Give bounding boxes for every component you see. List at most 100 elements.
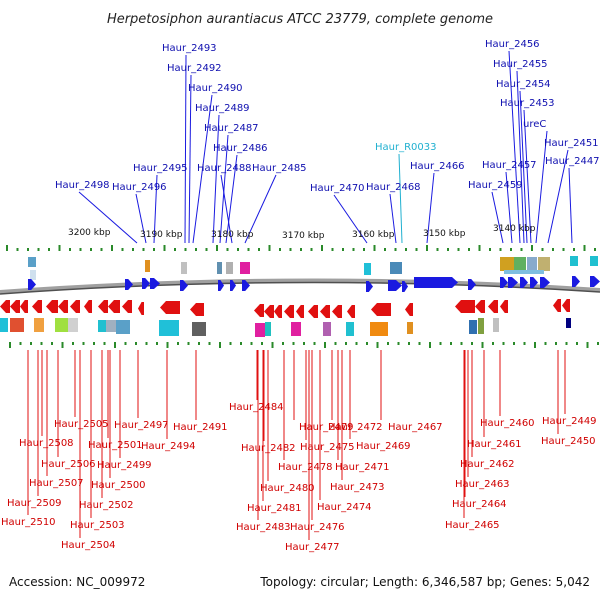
top-gene-label: Haur_2496 [112, 182, 167, 193]
bottom-gene-label: Haur_2499 [97, 460, 152, 471]
scale-tick-bottom [544, 342, 547, 345]
top-leader-line [225, 154, 238, 244]
feature-block-reverse [68, 318, 78, 332]
forward-gene-arrow [150, 278, 160, 289]
reverse-gene-arrow [347, 305, 355, 318]
scale-tick-bottom [261, 342, 263, 345]
scale-tick-top [48, 248, 50, 251]
scale-tick-bottom [135, 342, 137, 345]
scale-tick-top [205, 248, 208, 251]
forward-gene-arrow [590, 276, 600, 287]
top-gene-label: Haur_2447 [545, 156, 600, 167]
feature-block-reverse [159, 320, 179, 336]
bottom-gene-label: Haur_2471 [335, 462, 390, 473]
feature-block-reverse [10, 318, 24, 332]
feature-block-reverse [98, 320, 106, 332]
scale-tick-bottom [418, 342, 421, 345]
scale-tick-top [510, 248, 512, 251]
scale-tick-bottom [51, 342, 53, 345]
feature-block-reverse [0, 318, 8, 332]
top-gene-label: Haur_2459 [468, 180, 523, 191]
top-gene-label: Haur_2487 [204, 123, 259, 134]
bottom-gene-label: Haur_2482 [241, 443, 296, 454]
scale-tick-top [394, 248, 397, 251]
scale-tick-bottom [9, 342, 11, 348]
reverse-gene-arrow [0, 300, 10, 313]
feature-block-reverse [478, 318, 484, 334]
bottom-gene-label: Haur_2460 [480, 418, 535, 429]
scale-tick-top [447, 248, 449, 251]
top-gene-label: Haur_2457 [482, 160, 537, 171]
forward-gene-arrow [414, 277, 458, 288]
top-leader-line [219, 134, 229, 244]
reverse-gene-arrow [332, 305, 342, 318]
top-leader-line [135, 193, 147, 244]
bottom-gene-label: Haur_2484 [229, 402, 284, 413]
top-gene-label: Haur_2453 [500, 98, 555, 109]
scale-tick-top [6, 245, 8, 251]
bottom-gene-label: Haur_2479 [299, 422, 354, 433]
top-gene-label: Haur_2488 [197, 163, 252, 174]
reverse-gene-arrow [32, 300, 42, 313]
feature-block-forward [538, 257, 550, 271]
scale-tick-bottom [30, 342, 32, 345]
reverse-gene-arrow [371, 303, 391, 316]
scale-tick-top [468, 248, 470, 251]
bottom-gene-label: Haur_2508 [19, 438, 74, 449]
top-leader-line [333, 194, 368, 244]
top-gene-label: Haur_2466 [410, 161, 465, 172]
scale-tick-top [27, 248, 29, 251]
bottom-gene-label: Haur_2503 [70, 520, 125, 531]
scale-tick-bottom [145, 342, 148, 345]
feature-block-forward [145, 260, 150, 272]
scale-tick-top [132, 248, 134, 251]
scale-tick-top [289, 248, 292, 251]
bottom-gene-label: Haur_2461 [467, 439, 522, 450]
bottom-gene-label: Haur_2477 [285, 542, 340, 553]
reverse-gene-arrow [10, 300, 20, 313]
scale-tick-top [562, 248, 565, 251]
bottom-gene-label: Haur_2481 [247, 503, 302, 514]
scale-tick-bottom [271, 342, 274, 348]
scale-tick-top [489, 248, 491, 251]
bottom-gene-label: Haur_2465 [445, 520, 500, 531]
bottom-gene-label: Haur_2472 [328, 422, 383, 433]
page-title: Herpetosiphon aurantiacus ATCC 23779, co… [107, 12, 493, 27]
scale-tick-bottom [534, 342, 536, 348]
bottom-gene-label: Haur_2467 [388, 422, 443, 433]
scale-tick-top [478, 245, 481, 251]
bottom-gene-label: Haur_2509 [7, 498, 62, 509]
scale-tick-bottom [408, 342, 410, 345]
reverse-gene-arrow [98, 300, 108, 313]
scale-tick-top [552, 248, 554, 251]
scale-tick-bottom [303, 342, 305, 345]
scale-tick-top [111, 245, 113, 251]
scale-tick-top [258, 248, 260, 251]
scale-tick-top [342, 248, 344, 251]
feature-block-reverse [323, 322, 331, 336]
top-gene-label: ureC [523, 119, 546, 130]
scale-tick-bottom [198, 342, 200, 345]
reverse-gene-arrow [20, 300, 28, 313]
top-leader-line [516, 70, 525, 244]
top-gene-labels: Haur_2493 Haur_2492 Haur_2490 Haur_2489 Haur… [55, 39, 600, 194]
bottom-gene-label: Haur_2507 [29, 478, 84, 489]
reverse-gene-arrow [160, 301, 180, 314]
scale-tick-top [331, 248, 334, 251]
reverse-gene-arrow [138, 302, 144, 315]
top-leader-line [519, 90, 528, 244]
reverse-gene-arrow [500, 300, 508, 313]
scale-tick-bottom [72, 342, 74, 345]
forward-gene-arrow [468, 279, 476, 290]
bottom-gene-label: Haur_2500 [91, 480, 146, 491]
reverse-gene-arrow [488, 300, 498, 313]
scale-label: 3170 kbp [282, 231, 325, 241]
feature-block-reverse [116, 320, 130, 334]
scale-tick-bottom [19, 342, 22, 345]
scale-tick-bottom [397, 342, 400, 345]
feature-block-forward [504, 270, 544, 274]
top-gene-label: Haur_R0033 [375, 142, 437, 153]
scale-tick-bottom [597, 342, 599, 345]
top-gene-label: Haur_2486 [213, 143, 268, 154]
